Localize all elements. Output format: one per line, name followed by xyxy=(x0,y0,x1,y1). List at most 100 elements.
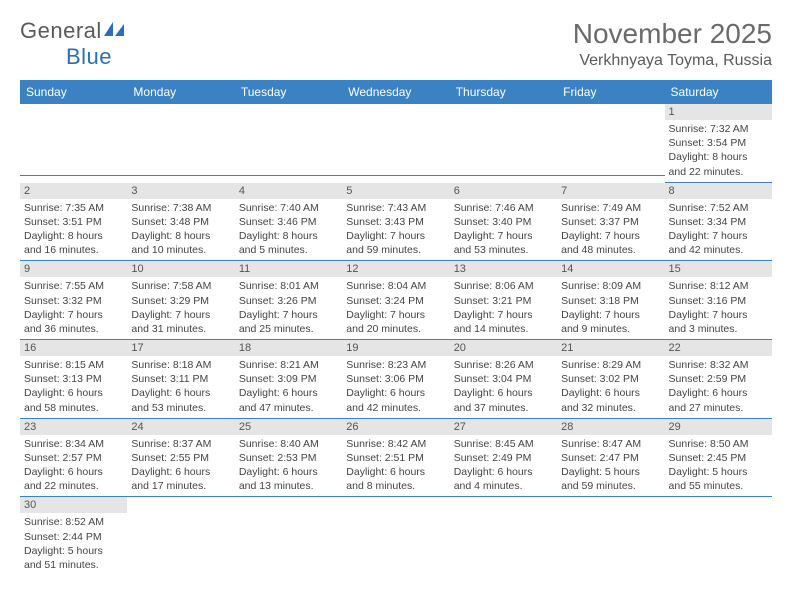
info-line: Daylight: 6 hours xyxy=(561,386,660,400)
calendar-cell: 22Sunrise: 8:32 AMSunset: 2:59 PMDayligh… xyxy=(665,340,772,419)
info-line: Sunrise: 8:01 AM xyxy=(239,279,338,293)
info-line: Sunrise: 8:06 AM xyxy=(454,279,553,293)
calendar-cell xyxy=(450,497,557,575)
info-line: Sunset: 2:53 PM xyxy=(239,451,338,465)
info-line: Daylight: 7 hours xyxy=(454,308,553,322)
info-line: and 37 minutes. xyxy=(454,401,553,415)
day-number: 3 xyxy=(127,183,234,199)
info-line: Daylight: 8 hours xyxy=(669,150,768,164)
info-line: Daylight: 6 hours xyxy=(346,465,445,479)
info-line: Daylight: 8 hours xyxy=(24,229,123,243)
info-line: Sunrise: 8:21 AM xyxy=(239,358,338,372)
day-info: Sunrise: 8:45 AMSunset: 2:49 PMDaylight:… xyxy=(450,435,557,494)
info-line: Daylight: 7 hours xyxy=(346,308,445,322)
info-line: Daylight: 7 hours xyxy=(239,308,338,322)
calendar-cell xyxy=(235,104,342,183)
info-line: Sunrise: 7:49 AM xyxy=(561,201,660,215)
info-line: Sunset: 2:55 PM xyxy=(131,451,230,465)
info-line: Sunrise: 7:38 AM xyxy=(131,201,230,215)
calendar-row: 9Sunrise: 7:55 AMSunset: 3:32 PMDaylight… xyxy=(20,261,772,340)
calendar-cell: 1Sunrise: 7:32 AMSunset: 3:54 PMDaylight… xyxy=(665,104,772,183)
info-line: and 20 minutes. xyxy=(346,322,445,336)
logo-text-part2: Blue xyxy=(66,44,112,69)
day-info: Sunrise: 8:34 AMSunset: 2:57 PMDaylight:… xyxy=(20,435,127,494)
info-line: Daylight: 6 hours xyxy=(239,465,338,479)
info-line: Sunrise: 7:52 AM xyxy=(669,201,768,215)
info-line: Sunset: 3:34 PM xyxy=(669,215,768,229)
day-info: Sunrise: 8:06 AMSunset: 3:21 PMDaylight:… xyxy=(450,277,557,336)
day-info: Sunrise: 8:47 AMSunset: 2:47 PMDaylight:… xyxy=(557,435,664,494)
calendar-row: 2Sunrise: 7:35 AMSunset: 3:51 PMDaylight… xyxy=(20,183,772,262)
day-number: 1 xyxy=(665,104,772,120)
day-info: Sunrise: 8:32 AMSunset: 2:59 PMDaylight:… xyxy=(665,356,772,415)
info-line: and 13 minutes. xyxy=(239,479,338,493)
col-friday: Friday xyxy=(557,80,664,104)
day-info: Sunrise: 7:52 AMSunset: 3:34 PMDaylight:… xyxy=(665,199,772,258)
calendar-cell: 17Sunrise: 8:18 AMSunset: 3:11 PMDayligh… xyxy=(127,340,234,419)
day-info: Sunrise: 8:04 AMSunset: 3:24 PMDaylight:… xyxy=(342,277,449,336)
info-line: Daylight: 6 hours xyxy=(131,465,230,479)
day-number: 22 xyxy=(665,340,772,356)
info-line: Sunset: 2:45 PM xyxy=(669,451,768,465)
calendar-cell: 29Sunrise: 8:50 AMSunset: 2:45 PMDayligh… xyxy=(665,419,772,498)
calendar-cell: 19Sunrise: 8:23 AMSunset: 3:06 PMDayligh… xyxy=(342,340,449,419)
info-line: Daylight: 6 hours xyxy=(454,465,553,479)
day-info: Sunrise: 8:12 AMSunset: 3:16 PMDaylight:… xyxy=(665,277,772,336)
info-line: and 47 minutes. xyxy=(239,401,338,415)
calendar-cell: 9Sunrise: 7:55 AMSunset: 3:32 PMDaylight… xyxy=(20,261,127,340)
info-line: and 36 minutes. xyxy=(24,322,123,336)
info-line: and 27 minutes. xyxy=(669,401,768,415)
info-line: Sunrise: 8:45 AM xyxy=(454,437,553,451)
info-line: Sunrise: 7:43 AM xyxy=(346,201,445,215)
info-line: Daylight: 7 hours xyxy=(561,308,660,322)
calendar-cell: 5Sunrise: 7:43 AMSunset: 3:43 PMDaylight… xyxy=(342,183,449,262)
day-info: Sunrise: 7:35 AMSunset: 3:51 PMDaylight:… xyxy=(20,199,127,258)
info-line: and 16 minutes. xyxy=(24,243,123,257)
calendar-cell: 3Sunrise: 7:38 AMSunset: 3:48 PMDaylight… xyxy=(127,183,234,262)
info-line: Sunrise: 8:40 AM xyxy=(239,437,338,451)
day-number: 25 xyxy=(235,419,342,435)
info-line: Sunset: 3:48 PM xyxy=(131,215,230,229)
calendar-cell: 6Sunrise: 7:46 AMSunset: 3:40 PMDaylight… xyxy=(450,183,557,262)
day-info: Sunrise: 8:26 AMSunset: 3:04 PMDaylight:… xyxy=(450,356,557,415)
col-tuesday: Tuesday xyxy=(235,80,342,104)
day-info: Sunrise: 7:55 AMSunset: 3:32 PMDaylight:… xyxy=(20,277,127,336)
calendar-cell: 7Sunrise: 7:49 AMSunset: 3:37 PMDaylight… xyxy=(557,183,664,262)
info-line: and 42 minutes. xyxy=(669,243,768,257)
info-line: Sunset: 3:21 PM xyxy=(454,294,553,308)
info-line: and 42 minutes. xyxy=(346,401,445,415)
day-number: 10 xyxy=(127,261,234,277)
day-info: Sunrise: 7:43 AMSunset: 3:43 PMDaylight:… xyxy=(342,199,449,258)
calendar-cell xyxy=(235,497,342,575)
day-info: Sunrise: 7:38 AMSunset: 3:48 PMDaylight:… xyxy=(127,199,234,258)
info-line: Sunrise: 8:47 AM xyxy=(561,437,660,451)
info-line: and 53 minutes. xyxy=(131,401,230,415)
calendar-row: 23Sunrise: 8:34 AMSunset: 2:57 PMDayligh… xyxy=(20,419,772,498)
info-line: Sunset: 3:54 PM xyxy=(669,136,768,150)
info-line: Daylight: 7 hours xyxy=(454,229,553,243)
calendar-cell xyxy=(450,104,557,183)
info-line: Sunset: 3:26 PM xyxy=(239,294,338,308)
calendar-row: 16Sunrise: 8:15 AMSunset: 3:13 PMDayligh… xyxy=(20,340,772,419)
info-line: Sunset: 3:16 PM xyxy=(669,294,768,308)
info-line: and 48 minutes. xyxy=(561,243,660,257)
day-info: Sunrise: 8:18 AMSunset: 3:11 PMDaylight:… xyxy=(127,356,234,415)
info-line: and 3 minutes. xyxy=(669,322,768,336)
calendar-cell xyxy=(342,104,449,183)
day-info: Sunrise: 8:09 AMSunset: 3:18 PMDaylight:… xyxy=(557,277,664,336)
col-sunday: Sunday xyxy=(20,80,127,104)
info-line: Daylight: 8 hours xyxy=(239,229,338,243)
info-line: Sunrise: 7:40 AM xyxy=(239,201,338,215)
info-line: and 25 minutes. xyxy=(239,322,338,336)
info-line: Daylight: 6 hours xyxy=(454,386,553,400)
info-line: Daylight: 6 hours xyxy=(24,386,123,400)
day-number: 4 xyxy=(235,183,342,199)
info-line: Sunset: 3:51 PM xyxy=(24,215,123,229)
day-info: Sunrise: 7:58 AMSunset: 3:29 PMDaylight:… xyxy=(127,277,234,336)
info-line: Sunset: 3:13 PM xyxy=(24,372,123,386)
calendar-cell: 14Sunrise: 8:09 AMSunset: 3:18 PMDayligh… xyxy=(557,261,664,340)
info-line: Sunset: 3:32 PM xyxy=(24,294,123,308)
info-line: Sunset: 3:18 PM xyxy=(561,294,660,308)
info-line: Sunrise: 8:18 AM xyxy=(131,358,230,372)
day-number: 16 xyxy=(20,340,127,356)
